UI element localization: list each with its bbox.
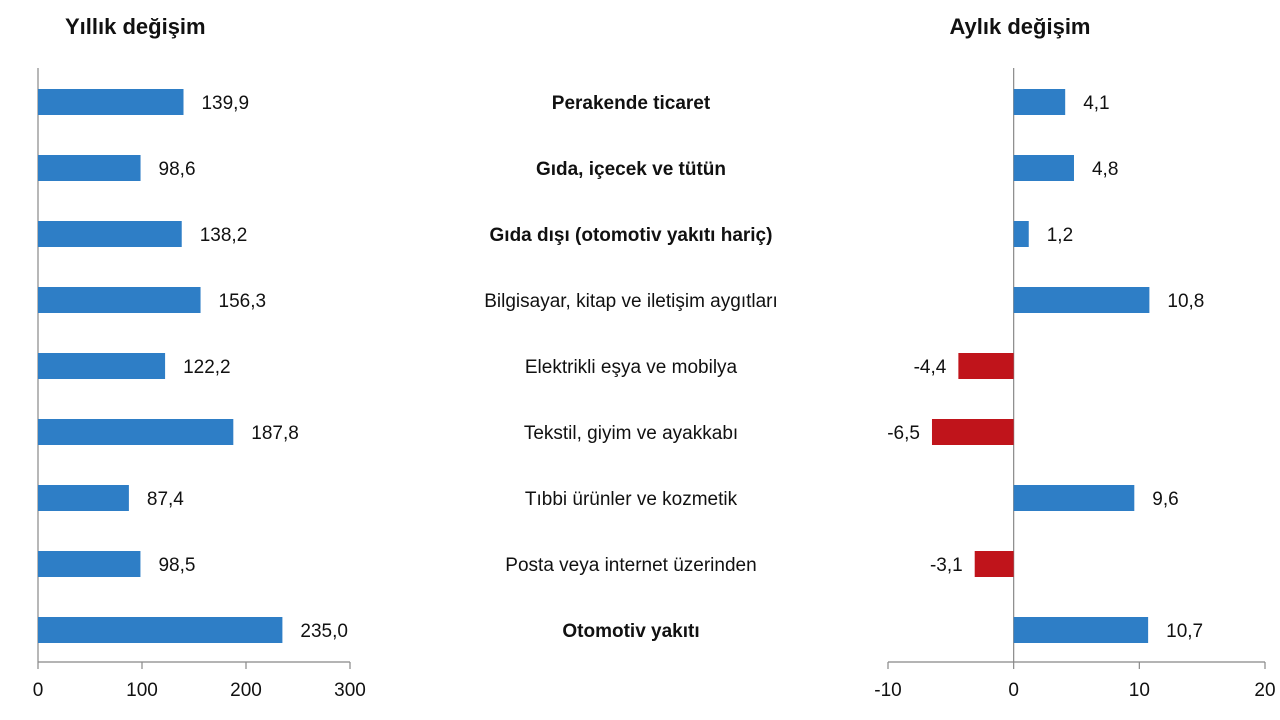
monthly-tick-label: 10 xyxy=(1129,680,1150,701)
annual-bar xyxy=(38,485,129,511)
monthly-data-label: -6,5 xyxy=(887,423,920,444)
monthly-bar xyxy=(931,419,1014,445)
monthly-bar xyxy=(1013,89,1066,115)
monthly-bar xyxy=(1013,617,1149,643)
category-label: Elektrikli eşya ve mobilya xyxy=(525,357,738,378)
monthly-bar xyxy=(1013,287,1150,313)
annual-bar xyxy=(38,89,184,115)
annual-bar xyxy=(38,419,234,445)
annual-data-label: 98,5 xyxy=(158,555,195,576)
monthly-panel-title: Aylık değişim xyxy=(949,14,1090,39)
annual-data-label: 235,0 xyxy=(300,621,348,642)
monthly-data-label: 4,1 xyxy=(1083,93,1109,114)
monthly-tick-label: 0 xyxy=(1008,680,1019,701)
annual-data-label: 138,2 xyxy=(200,225,248,246)
category-label: Tekstil, giyim ve ayakkabı xyxy=(524,423,738,444)
monthly-bar xyxy=(1013,155,1074,181)
monthly-tick-label: 20 xyxy=(1254,680,1275,701)
annual-bar xyxy=(38,617,283,643)
annual-bar xyxy=(38,221,182,247)
annual-data-label: 187,8 xyxy=(251,423,299,444)
annual-bar xyxy=(38,353,166,379)
annual-data-label: 122,2 xyxy=(183,357,231,378)
monthly-data-label: -3,1 xyxy=(930,555,963,576)
monthly-tick-label: -10 xyxy=(874,680,901,701)
annual-data-label: 139,9 xyxy=(201,93,249,114)
category-label: Gıda, içecek ve tütün xyxy=(536,159,726,180)
monthly-data-label: 9,6 xyxy=(1152,489,1178,510)
monthly-bar xyxy=(1013,485,1135,511)
annual-tick-label: 200 xyxy=(230,680,262,701)
monthly-data-label: 4,8 xyxy=(1092,159,1118,180)
annual-tick-label: 300 xyxy=(334,680,366,701)
annual-bar xyxy=(38,551,141,577)
monthly-data-label: -4,4 xyxy=(914,357,947,378)
category-label: Perakende ticaret xyxy=(552,93,711,114)
annual-bar xyxy=(38,287,201,313)
category-label: Otomotiv yakıtı xyxy=(562,621,699,642)
monthly-bar xyxy=(1013,221,1029,247)
monthly-data-label: 10,7 xyxy=(1166,621,1203,642)
monthly-bar xyxy=(958,353,1014,379)
annual-bar xyxy=(38,155,141,181)
annual-tick-label: 100 xyxy=(126,680,158,701)
category-label: Gıda dışı (otomotiv yakıtı hariç) xyxy=(490,225,773,246)
annual-data-label: 98,6 xyxy=(159,159,196,180)
annual-data-label: 87,4 xyxy=(147,489,184,510)
annual-tick-label: 0 xyxy=(33,680,44,701)
annual-panel-title: Yıllık değişim xyxy=(65,14,206,39)
annual-data-label: 156,3 xyxy=(219,291,267,312)
monthly-bar xyxy=(974,551,1014,577)
monthly-data-label: 10,8 xyxy=(1167,291,1204,312)
category-label: Posta veya internet üzerinden xyxy=(505,555,756,576)
monthly-data-label: 1,2 xyxy=(1047,225,1073,246)
category-label: Bilgisayar, kitap ve iletişim aygıtları xyxy=(484,291,778,312)
category-label: Tıbbi ürünler ve kozmetik xyxy=(525,489,738,510)
